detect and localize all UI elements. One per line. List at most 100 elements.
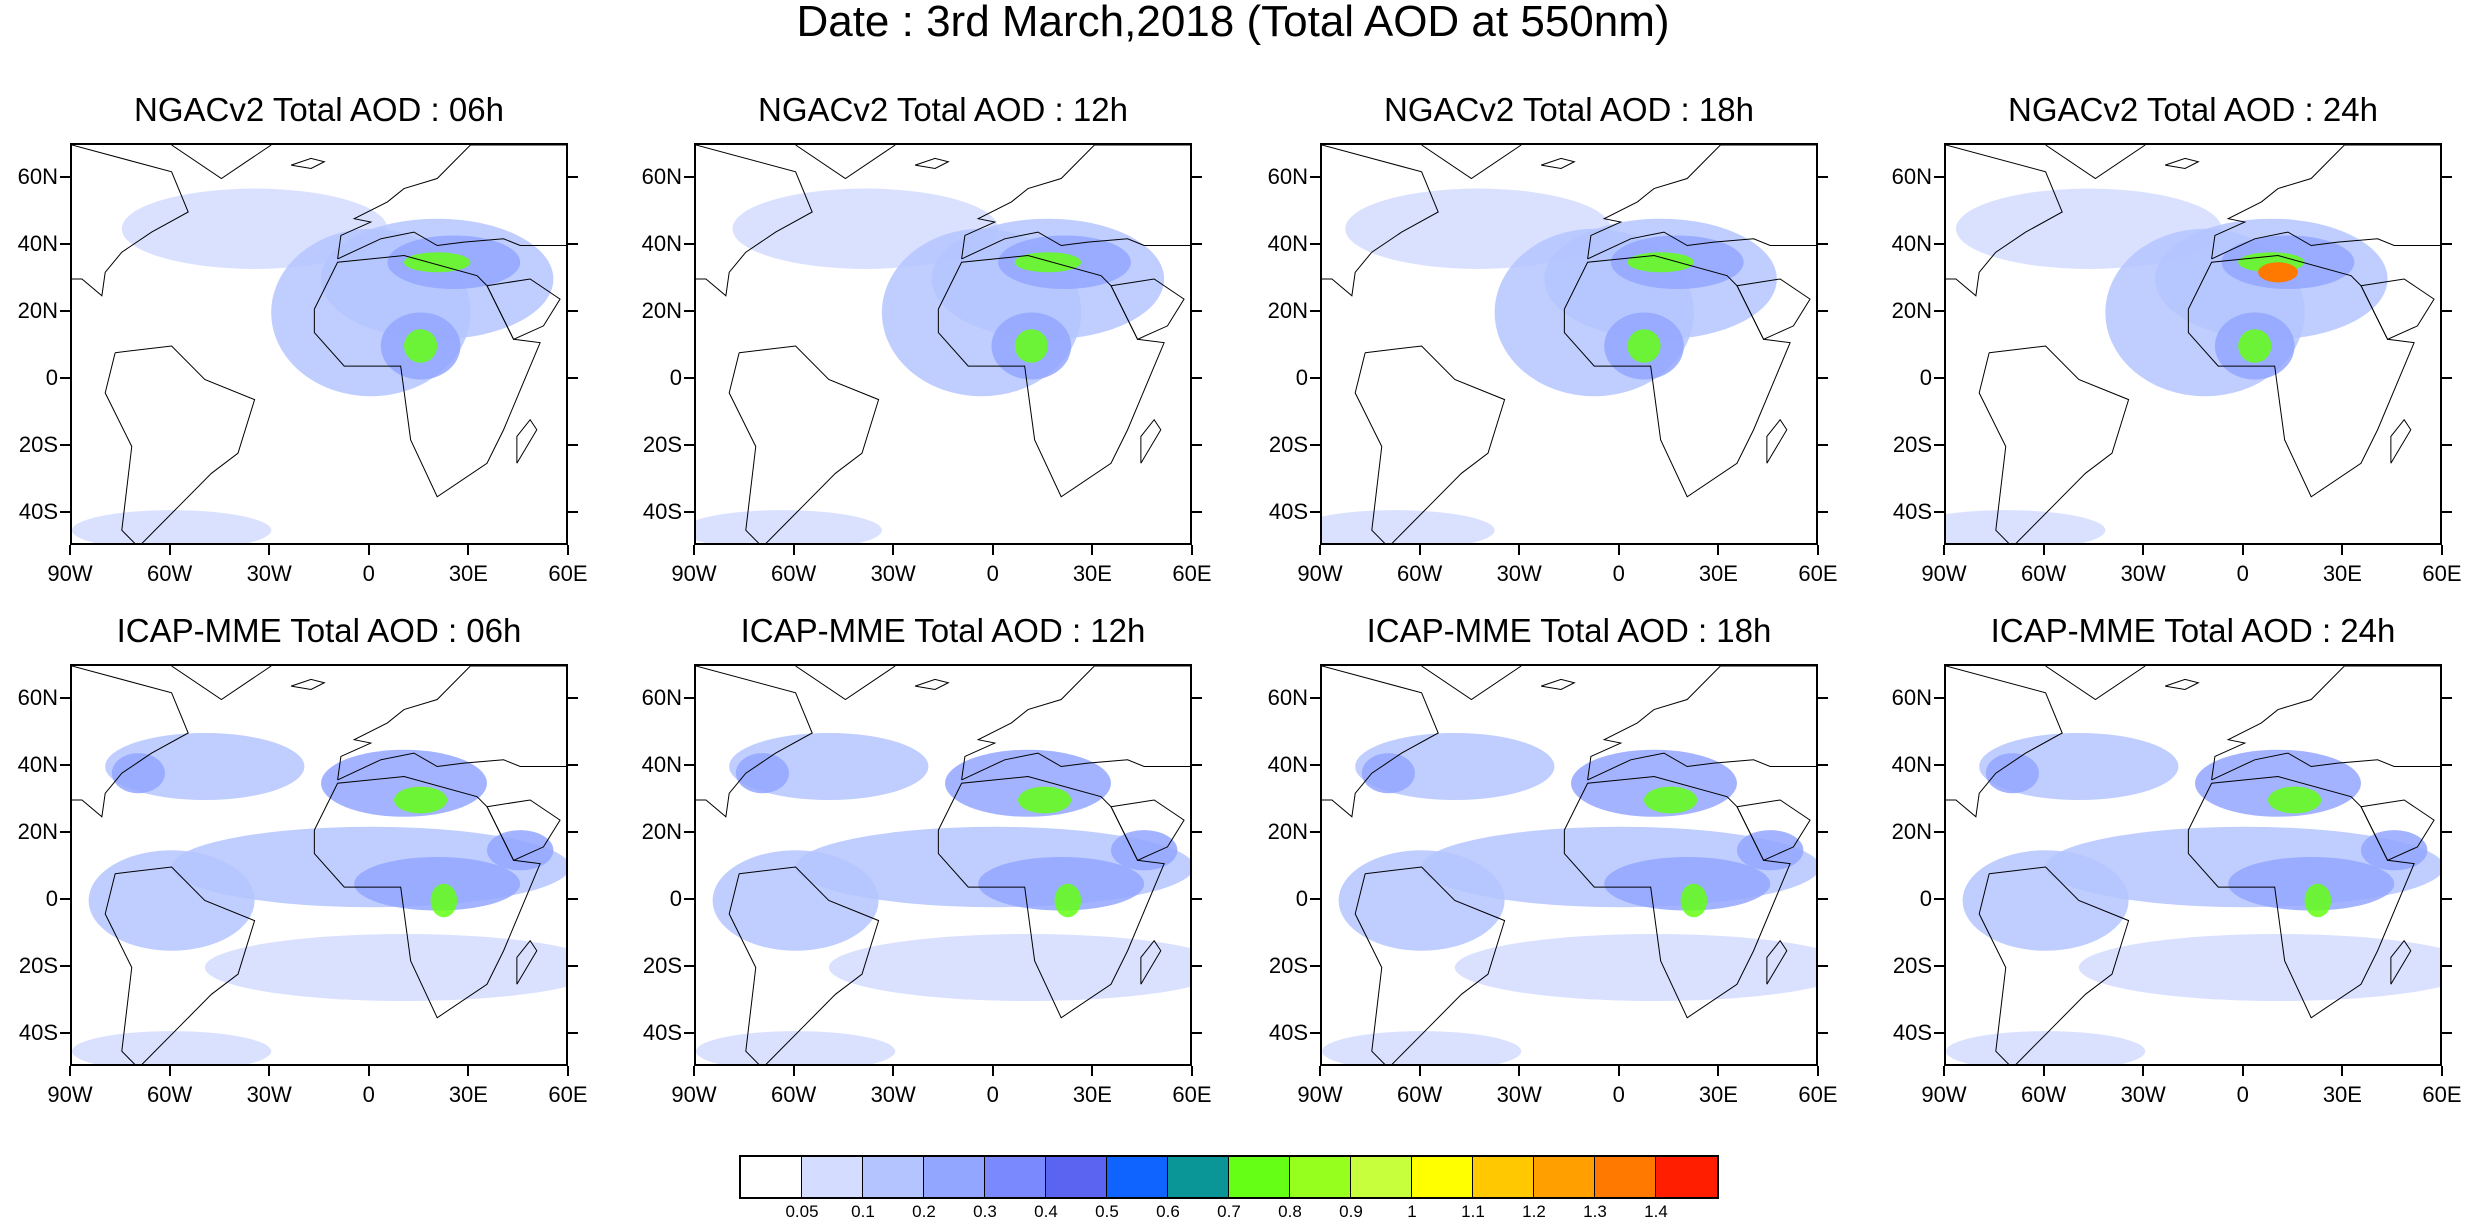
lat-tick-mark [684,510,694,513]
lat-tick-mark [1818,510,1828,513]
lon-tick-mark [268,545,271,555]
lat-tick-mark [60,376,70,379]
colorbar-label: 0.5 [1095,1202,1119,1221]
lat-tick-mark [2442,1031,2452,1034]
colorbar-swatch [1656,1157,1717,1197]
aod-field-light [1338,850,1505,951]
lon-tick-label: 60E [1172,1082,1212,1107]
lon-tick-mark [1518,545,1521,555]
coastline-madagascar [2390,418,2412,464]
coastline-greenland [1421,145,1522,180]
aod-field-plume [1054,883,1082,918]
lon-tick-mark [2341,1066,2344,1076]
lat-tick-mark [684,964,694,967]
coastline-africa [2187,776,2415,1019]
aod-field-haze [696,510,882,543]
colorbar-label: 1 [1407,1202,1417,1221]
lon-tick-mark [367,545,370,555]
lat-tick-mark [1310,376,1320,379]
lat-tick-label: 20S [18,952,58,978]
lon-tick-label: 30W [1496,561,1542,586]
figure-title: Date : 3rd March,2018 (Total AOD at 550n… [796,0,1670,46]
lon-tick-mark [1617,545,1620,555]
coastline-iceland [914,157,950,169]
map-panel [70,664,568,1066]
lon-tick-label: 90W [671,561,717,586]
lon-tick-mark [467,1066,470,1076]
colorbar-swatch [1168,1157,1229,1197]
lat-tick-label: 40N [1267,230,1308,256]
aod-map-canvas [1946,666,2440,1064]
aod-map-canvas [696,666,1190,1064]
lat-tick-label: 20N [641,818,682,844]
lon-tick-label: 30W [246,1082,292,1107]
lat-tick-label: 20S [18,431,58,457]
lat-tick-mark [1192,309,1202,312]
aod-field-moderate [354,856,521,911]
coastline-africa [937,255,1165,498]
colorbar [739,1155,1719,1199]
lat-tick-label: 40S [1892,1019,1932,1045]
colorbar-swatch [1534,1157,1595,1197]
lat-tick-label: 0 [1919,364,1932,390]
coastline-southAmerica [104,866,256,1064]
lon-tick-mark [2441,545,2443,555]
lon-tick-mark [567,1066,569,1076]
lat-tick-mark [568,242,578,245]
coastline-africa [313,776,541,1019]
panel-title: NGACv2 Total AOD : 24h [2008,91,2378,128]
lat-tick-mark [1934,696,1944,699]
colorbar-swatch [1290,1157,1351,1197]
lon-tick-mark [1091,545,1094,555]
lat-tick-mark [568,309,578,312]
coastline-greenland [1421,666,1522,701]
aod-field-haze [72,1031,272,1064]
panel-title: NGACv2 Total AOD : 06h [134,91,504,128]
lat-tick-mark [1934,510,1944,513]
colorbar-label: 0.7 [1217,1202,1241,1221]
coastline-iceland [1540,678,1576,690]
coastline-northAmerica [696,666,813,818]
lat-tick-mark [60,443,70,446]
lon-tick-label: 90W [1297,561,1343,586]
lon-tick-mark [2142,1066,2145,1076]
lat-tick-label: 20S [642,952,682,978]
lon-tick-mark [1817,1066,1819,1076]
lat-tick-label: 0 [1295,885,1308,911]
lon-tick-label: 90W [47,1082,93,1107]
lat-tick-mark [1818,175,1828,178]
lat-tick-mark [568,897,578,900]
aod-field-plume [1680,883,1708,918]
map-panel [70,143,568,545]
panel-title: NGACv2 Total AOD : 12h [758,91,1128,128]
colorbar-label: 0.2 [912,1202,936,1221]
aod-field-light [88,850,255,951]
lon-tick-label: 90W [1297,1082,1343,1107]
lat-tick-label: 20S [1892,952,1932,978]
aod-field-plume [2304,883,2332,918]
lat-tick-label: 20S [1268,431,1308,457]
lon-tick-label: 90W [1921,561,1967,586]
lat-tick-mark [684,1031,694,1034]
aod-field-peak [2258,262,2298,283]
lat-tick-mark [684,443,694,446]
aod-field-haze [1946,510,2106,543]
coastline-southAmerica [1978,345,2130,543]
lon-tick-mark [1943,545,1945,555]
coastline-greenland [795,145,896,180]
colorbar-label: 0.4 [1034,1202,1058,1221]
lon-tick-label: 30E [1072,1082,1112,1107]
coastline-europe [2211,145,2440,260]
lat-tick-label: 0 [45,364,58,390]
lat-tick-mark [2442,897,2452,900]
lat-tick-label: 20N [17,297,58,323]
lon-tick-label: 60W [770,1082,817,1107]
aod-field-plume [2268,786,2322,814]
lat-tick-mark [1310,964,1320,967]
coastline-arabia [2360,799,2435,861]
lon-tick-label: 0 [2236,561,2249,586]
lat-tick-mark [568,1031,578,1034]
lon-tick-mark [1717,545,1720,555]
lon-tick-mark [2241,545,2244,555]
lat-tick-mark [1310,1031,1320,1034]
